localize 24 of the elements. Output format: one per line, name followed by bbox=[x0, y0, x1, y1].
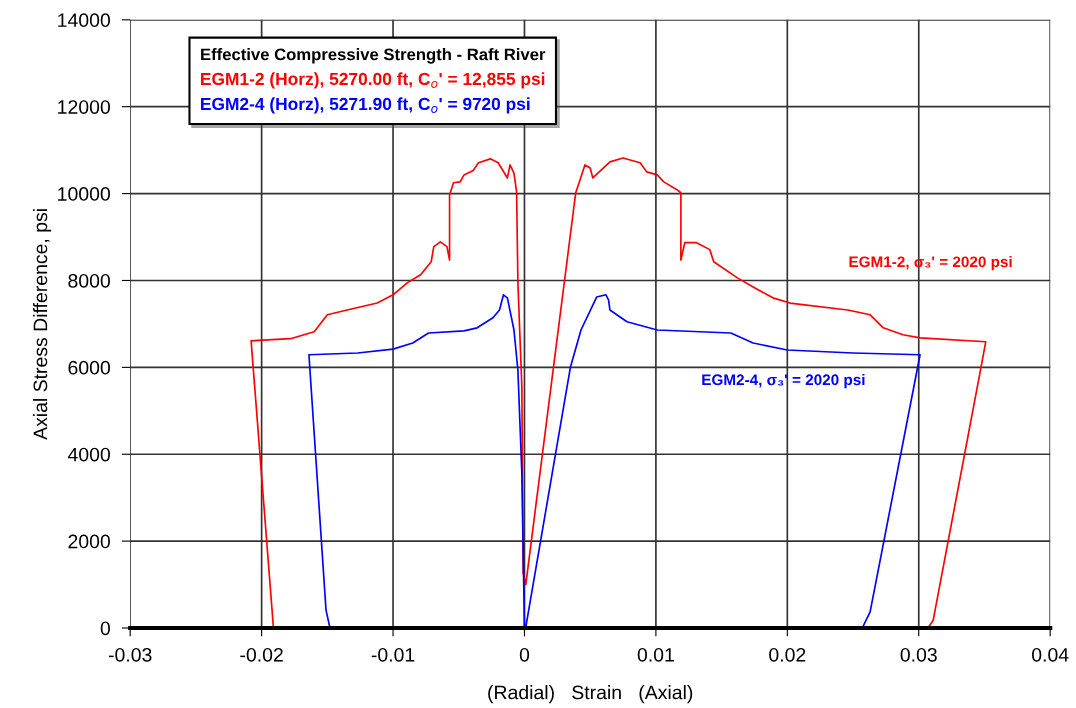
line-series bbox=[250, 157, 987, 628]
y-tick-label: 14000 bbox=[58, 13, 110, 28]
y-tick-label: 2000 bbox=[68, 534, 110, 549]
text: EGM2-4 (Horz), 5271.90 ft, C$_{o}$' = 9720 psi bbox=[201, 97, 530, 114]
x-tick-label: -0.01 bbox=[371, 647, 415, 662]
y-tick-label: 0 bbox=[100, 621, 110, 636]
x-tick-label: 0.03 bbox=[900, 647, 937, 662]
x-tick-label: -0.03 bbox=[108, 647, 152, 662]
text: EGM1-2 (Horz), 5270.00 ft, C$_{o}$' = 12,855 psi bbox=[201, 72, 545, 89]
y-tick-label: 8000 bbox=[68, 273, 110, 288]
x-tick-label: 0.01 bbox=[637, 647, 674, 662]
annotation: EGM2-4, σ₃' = 2020 psi bbox=[702, 373, 865, 389]
y-tick-label: 6000 bbox=[68, 360, 110, 375]
line-series bbox=[308, 293, 921, 628]
x-axis-title: (Radial) Strain (Axial) bbox=[488, 685, 693, 704]
y-tick-label: 12000 bbox=[58, 100, 110, 114]
y-axis-title: Axial Stress Difference, psi bbox=[33, 209, 52, 440]
y-tick-label: 4000 bbox=[67, 447, 110, 462]
x-tick-label: -0.02 bbox=[240, 647, 283, 662]
y-tick-label: 10000 bbox=[58, 187, 110, 201]
x-tick-label: 0.02 bbox=[769, 647, 806, 662]
x-tick-label: 0 bbox=[519, 647, 530, 662]
x-tick-label: 0.04 bbox=[1032, 647, 1069, 662]
legend-title: Effective Compressive Strength - Raft River bbox=[201, 48, 546, 64]
